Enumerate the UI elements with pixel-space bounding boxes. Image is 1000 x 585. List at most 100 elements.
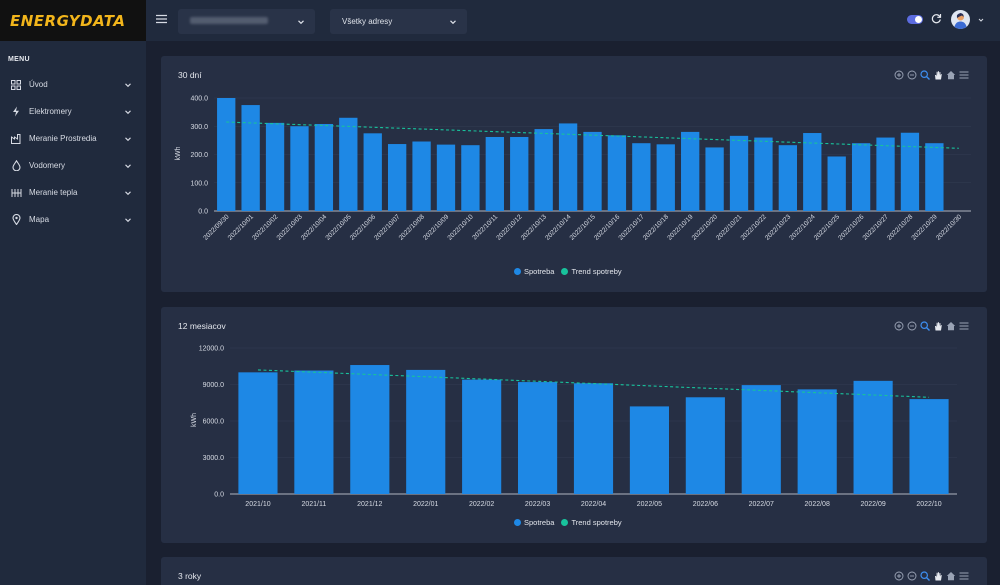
x-tick-label: 2021/12	[357, 501, 382, 508]
zoom-in-icon[interactable]	[894, 321, 904, 331]
heat-icon	[10, 187, 22, 199]
sidebar-item-mapa[interactable]: Mapa	[0, 206, 146, 233]
bar	[412, 141, 431, 211]
avatar[interactable]	[951, 10, 970, 29]
x-tick-label: 2022/08	[805, 501, 830, 508]
factory-icon	[10, 133, 22, 145]
home-reset-icon[interactable]	[946, 571, 956, 581]
theme-toggle[interactable]	[907, 15, 923, 24]
zoom-out-icon[interactable]	[907, 321, 917, 331]
zoom-select-icon[interactable]	[920, 321, 930, 331]
logo[interactable]: ENERGYDATA	[0, 0, 146, 41]
address-select[interactable]: Všetky adresy	[330, 9, 467, 34]
bar	[238, 372, 278, 494]
y-tick-label: 200.0	[190, 152, 208, 159]
bar	[909, 399, 949, 494]
x-tick-label: 2022/01	[413, 501, 438, 508]
bar	[462, 379, 502, 494]
hamburger-menu-icon[interactable]	[156, 14, 167, 24]
legend-item-trend[interactable]: Trend spotreby	[561, 518, 622, 527]
pan-hand-icon[interactable]	[933, 70, 943, 80]
bar	[294, 370, 334, 494]
bar	[656, 144, 675, 211]
pan-hand-icon[interactable]	[933, 321, 943, 331]
topbar: Všetky adresy	[146, 0, 1000, 41]
zoom-select-icon[interactable]	[920, 70, 930, 80]
bar	[518, 382, 558, 494]
chart-toolbar	[894, 571, 969, 581]
sidebar-item-label: Elektromery	[29, 107, 72, 116]
zoom-select-icon[interactable]	[920, 571, 930, 581]
bar	[558, 123, 578, 211]
legend-item-spotreba[interactable]: Spotreba	[514, 518, 554, 527]
chart-card-30-dni: 30 dní 0.0 100.0 200.0 300.0 400.0 kWh 2022/09…	[161, 56, 987, 292]
bar	[876, 137, 895, 211]
chevron-down-icon	[125, 109, 131, 114]
menu-icon[interactable]	[959, 70, 969, 80]
sidebar-item-vodomery[interactable]: Vodomery	[0, 152, 146, 179]
pan-hand-icon[interactable]	[933, 571, 943, 581]
x-tick-label: 2022/10/10	[447, 213, 476, 242]
device-select-value	[190, 17, 297, 26]
x-tick-label: 2022/10/30	[935, 213, 964, 242]
menu-icon[interactable]	[959, 321, 969, 331]
bar	[573, 383, 614, 494]
sidebar-item-label: Meranie Prostredia	[29, 134, 97, 143]
x-tick-label: 2022/05	[637, 501, 662, 508]
chart-card-3-roky: 3 roky	[161, 557, 987, 585]
bar	[265, 122, 285, 211]
sidebar-item-meranie-prostredia[interactable]: Meranie Prostredia	[0, 125, 146, 152]
water-drop-icon	[10, 160, 22, 172]
bar-chart-12-mesiacov[interactable]: 0.0 3000.0 6000.0 9000.0 12000.0 kWh 2021/10 20…	[161, 307, 987, 543]
bar	[925, 143, 944, 211]
chevron-down-icon	[125, 82, 131, 87]
y-tick-label: 3000.0	[203, 455, 225, 462]
zoom-out-icon[interactable]	[907, 70, 917, 80]
x-tick-label: 2021/11	[301, 501, 326, 508]
x-tick-label: 2022/04	[581, 501, 606, 508]
home-reset-icon[interactable]	[946, 70, 956, 80]
zoom-out-icon[interactable]	[907, 571, 917, 581]
bar	[685, 397, 725, 494]
home-reset-icon[interactable]	[946, 321, 956, 331]
refresh-icon[interactable]	[931, 13, 942, 24]
sidebar-item-elektromery[interactable]: Elektromery	[0, 98, 146, 125]
legend-label: Trend spotreby	[571, 267, 622, 276]
y-tick-label: 400.0	[190, 96, 208, 103]
bar	[741, 385, 781, 494]
sidebar-nav: Úvod Elektromery Meranie Prostredia Vodo…	[0, 71, 146, 233]
chevron-down-icon	[125, 217, 131, 222]
bar	[705, 147, 724, 211]
x-tick-label: 2022/06	[693, 501, 718, 508]
zoom-in-icon[interactable]	[894, 571, 904, 581]
sidebar-item-uvod[interactable]: Úvod	[0, 71, 146, 98]
legend-dot	[514, 519, 521, 526]
chevron-down-icon[interactable]	[978, 17, 984, 23]
bar	[387, 144, 407, 211]
y-tick-label: 6000.0	[203, 419, 225, 426]
bar	[607, 135, 627, 211]
legend-label: Trend spotreby	[571, 518, 622, 527]
bar	[241, 105, 260, 211]
legend-label: Spotreba	[524, 267, 555, 276]
chart-title: 12 mesiacov	[178, 321, 226, 331]
chart-legend: Spotreba Trend spotreby	[514, 518, 622, 527]
zoom-in-icon[interactable]	[894, 70, 904, 80]
bar	[583, 131, 602, 211]
chevron-down-icon	[298, 19, 304, 24]
legend-item-spotreba[interactable]: Spotreba	[514, 267, 554, 276]
device-select[interactable]	[178, 9, 315, 34]
menu-icon[interactable]	[959, 571, 969, 581]
y-tick-label: 100.0	[190, 180, 208, 187]
chevron-down-icon	[125, 136, 131, 141]
sidebar-item-meranie-tepla[interactable]: Meranie tepla	[0, 179, 146, 206]
bar-chart-30-dni[interactable]: 0.0100.0200.0300.0400.0kWh2022/09/302022…	[161, 56, 987, 292]
chevron-down-icon	[125, 190, 131, 195]
trend-line	[257, 369, 930, 398]
x-tick-label: 2022/09	[860, 501, 885, 508]
bar	[314, 123, 334, 211]
x-tick-label: 2021/10	[245, 501, 270, 508]
sidebar-item-label: Úvod	[29, 80, 48, 89]
legend-item-trend[interactable]: Trend spotreby	[561, 267, 622, 276]
chevron-down-icon	[125, 163, 131, 168]
